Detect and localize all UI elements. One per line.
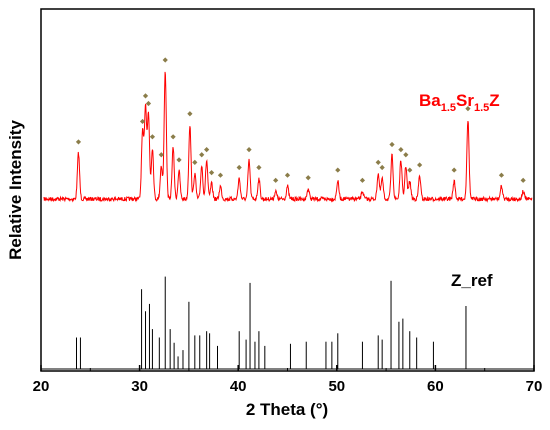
x-tick-label: 50 — [328, 378, 345, 395]
x-tick-label: 60 — [427, 378, 444, 395]
x-tick-label: 70 — [526, 378, 543, 395]
peak-marker — [417, 162, 423, 168]
peak-marker — [236, 164, 242, 171]
peak-marker — [142, 93, 149, 99]
peak-marker — [256, 164, 262, 171]
x-tick-label: 20 — [33, 378, 50, 395]
peak-markers-group — [75, 57, 526, 183]
peak-marker — [139, 118, 146, 125]
reference-sticks-group — [41, 276, 534, 370]
peak-marker — [199, 152, 205, 158]
peak-marker — [217, 172, 224, 178]
peak-marker — [273, 177, 279, 183]
peak-marker — [389, 141, 395, 148]
peak-marker — [75, 139, 82, 145]
peak-marker — [170, 134, 176, 140]
peak-marker — [176, 157, 182, 163]
y-axis-title: Relative Intensity — [6, 120, 25, 260]
peak-marker — [246, 147, 252, 153]
peak-marker — [375, 159, 381, 165]
peak-marker — [451, 167, 457, 173]
peak-marker — [192, 159, 198, 165]
measured-pattern-line — [43, 71, 533, 203]
peak-marker — [335, 167, 341, 173]
peak-marker — [145, 100, 152, 107]
peak-marker — [398, 147, 404, 153]
x-tick-label: 30 — [131, 378, 148, 395]
peak-marker — [498, 172, 505, 178]
peak-marker — [284, 172, 291, 178]
series-label-measured: Ba1.5Sr1.5Z — [419, 91, 500, 114]
measured-pattern-group — [43, 71, 533, 203]
plot-frame — [40, 8, 535, 372]
x-axis-title: 2 Theta (°) — [246, 400, 328, 419]
peak-marker — [305, 175, 311, 181]
peak-marker — [158, 152, 164, 158]
peak-marker — [359, 177, 366, 183]
x-axis-ticks: 20 30 40 50 60 70 — [33, 365, 543, 395]
peak-marker — [379, 164, 385, 171]
peak-marker — [208, 170, 215, 176]
peak-marker — [403, 152, 409, 158]
peak-marker — [407, 167, 413, 173]
peak-marker — [465, 106, 471, 112]
peak-marker — [187, 111, 193, 117]
peak-marker — [149, 134, 156, 140]
x-tick-label: 40 — [230, 378, 247, 395]
peak-marker — [162, 57, 168, 63]
peak-marker — [204, 147, 210, 153]
peak-marker — [520, 177, 526, 183]
series-label-reference: Z_ref — [451, 271, 493, 290]
